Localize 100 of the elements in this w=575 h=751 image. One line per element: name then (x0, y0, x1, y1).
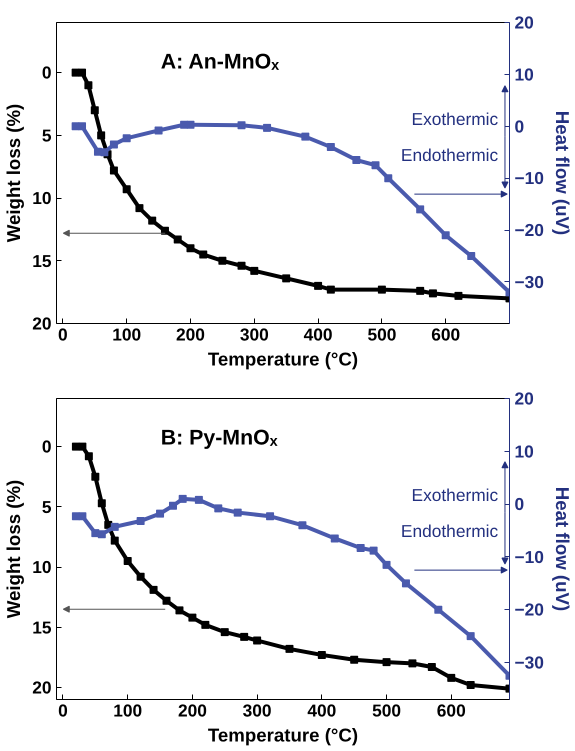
point (234, 508, 242, 517)
y-tick-label: 15 (32, 250, 52, 271)
point (91, 472, 100, 481)
y2-tick-label: 0 (514, 116, 524, 136)
y-tick-label: 10 (32, 557, 52, 578)
point (150, 586, 158, 594)
point (84, 81, 92, 90)
point (122, 185, 131, 194)
point (428, 662, 436, 671)
point (110, 522, 119, 531)
text: B: Py-MnOₓ (160, 426, 278, 450)
annotation: Exothermic (412, 108, 499, 129)
point (98, 499, 106, 508)
point (318, 650, 326, 659)
point (136, 572, 145, 581)
point (442, 231, 450, 240)
x-tick-label: 0 (58, 324, 68, 344)
x-tick-label: 600 (431, 324, 460, 344)
y2-tick-label: 20 (514, 12, 534, 32)
y2-axis-title: Heat flow (uV) (552, 486, 573, 612)
point (156, 510, 164, 518)
point (301, 132, 310, 141)
point (135, 204, 144, 212)
annotation: Exothermic (412, 484, 499, 505)
x-tick-label: 500 (367, 324, 396, 344)
y-tick-label: 20 (32, 314, 52, 334)
y2-tick-label: −30 (514, 272, 544, 292)
point (466, 681, 475, 690)
point (350, 656, 358, 664)
point (201, 620, 210, 629)
point (122, 134, 131, 142)
y2-tick-label: −20 (514, 220, 544, 240)
point (168, 502, 177, 510)
point (434, 606, 442, 614)
x-tick-label: 100 (113, 700, 142, 720)
point (100, 148, 108, 156)
x-tick-label: 300 (240, 324, 269, 344)
text: A: An-MnOₓ (160, 50, 280, 74)
y2-axis-title: Heat flow (uV) (552, 110, 573, 236)
x-tick-label: 200 (176, 324, 205, 344)
annotation: Endothermic (400, 144, 499, 165)
x-tick-label: 400 (304, 324, 333, 344)
point (428, 289, 437, 298)
point (238, 121, 246, 130)
point (84, 452, 93, 460)
x-axis-title: Temperature (°C) (208, 724, 358, 746)
point (186, 120, 194, 129)
point (467, 252, 476, 260)
point (253, 636, 262, 645)
point (447, 674, 456, 682)
x-tick-label: 300 (242, 700, 272, 720)
point (240, 632, 248, 641)
point (162, 596, 171, 605)
y-axis-title: Weight loss (%) (3, 480, 24, 618)
point (160, 226, 169, 235)
y2-tick-label: −10 (514, 168, 544, 188)
y-tick-label: 5 (42, 496, 52, 517)
point (416, 205, 424, 214)
point (136, 517, 145, 526)
x-tick-label: 400 (307, 700, 336, 720)
point (154, 126, 163, 134)
y-tick-label: 0 (42, 436, 52, 457)
point (416, 286, 424, 295)
point (378, 286, 386, 294)
point (194, 496, 203, 504)
point (326, 286, 335, 294)
x-tick-label: 100 (112, 324, 142, 344)
point (238, 262, 246, 270)
y2-tick-label: −30 (514, 652, 544, 673)
point (352, 156, 360, 164)
y2-tick-label: 0 (514, 494, 524, 514)
point (178, 494, 187, 503)
point (285, 644, 294, 653)
point (97, 131, 106, 140)
point (266, 512, 274, 520)
y2-tick-label: −20 (514, 600, 544, 620)
point (402, 579, 410, 588)
point (214, 504, 222, 512)
point (466, 632, 475, 640)
point (110, 166, 118, 174)
point (220, 628, 229, 636)
x-tick-label: 200 (178, 700, 207, 720)
x-axis-title: Temperature (°C) (208, 348, 358, 370)
y-tick-label: 5 (42, 125, 52, 146)
point (314, 282, 322, 290)
y-axis-title: Weight loss (%) (3, 104, 24, 242)
point (382, 560, 391, 569)
point (218, 256, 226, 265)
point (98, 530, 106, 538)
point (186, 244, 194, 252)
point (263, 124, 272, 132)
point (330, 534, 339, 542)
point (199, 250, 208, 259)
y-tick-label: 10 (32, 188, 52, 208)
point (78, 122, 86, 130)
y2-tick-label: −10 (514, 546, 544, 567)
point (370, 546, 378, 555)
y-tick-label: 20 (32, 677, 52, 698)
point (250, 266, 258, 275)
point (282, 274, 290, 282)
